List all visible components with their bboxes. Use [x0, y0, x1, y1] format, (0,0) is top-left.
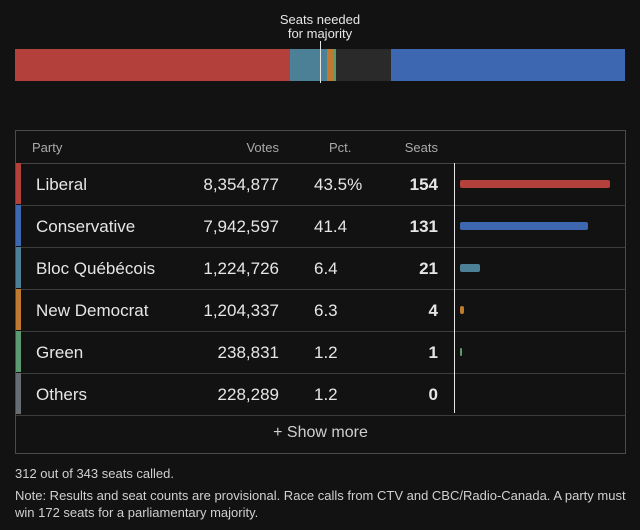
votes-value: 1,204,337: [203, 301, 279, 320]
party-name: Others: [36, 385, 88, 404]
votes-value: 1,224,726: [203, 259, 279, 278]
seats-value: 131: [409, 217, 438, 236]
table-header: Party Votes Pct. Seats: [16, 131, 625, 164]
seats-value: 1: [428, 343, 438, 362]
seat-bar: [15, 49, 627, 81]
seat-bar-uncalled: [336, 49, 392, 81]
footnote: Note: Results and seat counts are provis…: [15, 488, 626, 520]
pct-value: 6.3: [314, 301, 338, 320]
table-row: Conservative 7,942,597 41.4 131: [16, 205, 625, 248]
seats-called-text: 312 out of 343 seats called.: [15, 466, 175, 481]
header-votes: Votes: [246, 140, 279, 155]
seat-bar-segment: [327, 49, 335, 81]
seat-bar-mark: [460, 348, 462, 356]
votes-value: 238,831: [217, 343, 279, 362]
pct-value: 41.4: [314, 217, 348, 236]
seat-bar-mark: [460, 180, 610, 188]
header-party: Party: [32, 140, 63, 155]
pct-value: 1.2: [314, 343, 338, 362]
party-color-swatch: [16, 205, 21, 246]
majority-label-line1: Seats needed: [279, 12, 361, 27]
table-row: New Democrat 1,204,337 6.3 4: [16, 289, 625, 332]
votes-value: 228,289: [217, 385, 279, 404]
show-more-button[interactable]: + Show more: [273, 424, 368, 441]
header-seats: Seats: [404, 140, 438, 155]
pct-value: 1.2: [314, 385, 338, 404]
party-name: New Democrat: [36, 301, 149, 320]
table-row: Green 238,831 1.2 1: [16, 331, 625, 374]
majority-label-line2: for majority: [287, 26, 353, 41]
table-row: Bloc Québécois 1,224,726 6.4 21: [16, 247, 625, 290]
seat-bar-segment: [391, 49, 626, 81]
seat-bar-mark: [460, 264, 481, 272]
majority-line: [320, 41, 321, 83]
seat-bar-mark: [460, 306, 464, 314]
party-name: Green: [36, 343, 84, 362]
party-name: Liberal: [36, 175, 88, 194]
seat-bar-segment: [15, 49, 290, 81]
seat-bar-segment: [334, 49, 337, 81]
votes-value: 7,942,597: [203, 217, 279, 236]
party-color-swatch: [16, 373, 21, 414]
seats-value: 0: [428, 385, 438, 404]
seats-value: 21: [419, 259, 438, 278]
party-name: Bloc Québécois: [36, 259, 156, 278]
pct-value: 43.5%: [314, 175, 363, 194]
majority-label: Seats needed for majority: [270, 13, 370, 41]
table-row: Others 228,289 1.2 0: [16, 373, 625, 416]
party-color-swatch: [16, 289, 21, 330]
party-color-swatch: [16, 331, 21, 372]
table-row: Liberal 8,354,877 43.5% 154: [16, 163, 625, 206]
seat-bars-divider: [454, 163, 455, 413]
party-color-swatch: [16, 247, 21, 288]
party-name: Conservative: [36, 217, 136, 236]
party-color-swatch: [16, 163, 21, 204]
pct-value: 6.4: [314, 259, 338, 278]
header-pct: Pct.: [329, 140, 352, 155]
seat-bar-segment: [289, 49, 328, 81]
votes-value: 8,354,877: [203, 175, 279, 194]
results-table: Party Votes Pct. Seats Liberal 8,354,877 4…: [15, 130, 626, 454]
seats-value: 154: [409, 175, 438, 194]
seat-bar-mark: [460, 222, 588, 230]
seats-value: 4: [428, 301, 438, 320]
